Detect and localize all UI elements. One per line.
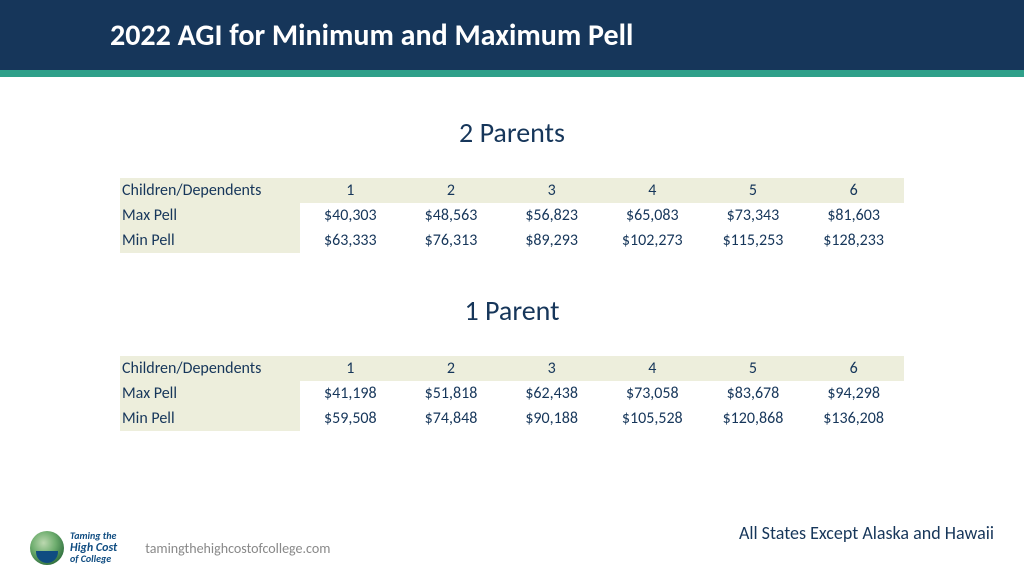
col-6: 6	[803, 356, 904, 381]
col-5: 5	[703, 356, 804, 381]
cell: $73,343	[703, 203, 804, 228]
cell: $51,818	[401, 381, 502, 406]
col-3: 3	[501, 356, 602, 381]
table-header-row: Children/Dependents 1 2 3 4 5 6	[120, 178, 904, 203]
cell: $40,303	[300, 203, 401, 228]
col-2: 2	[401, 356, 502, 381]
content: 2 Parents Children/Dependents 1 2 3 4 5 …	[0, 77, 1024, 431]
header-label: Children/Dependents	[120, 178, 300, 203]
cell: $105,528	[602, 406, 703, 431]
footer: Taming the High Cost of College tamingth…	[0, 526, 1024, 570]
cell: $56,823	[501, 203, 602, 228]
cell: $41,198	[300, 381, 401, 406]
header-bar: 2022 AGI for Minimum and Maximum Pell	[0, 0, 1024, 70]
cell: $62,438	[501, 381, 602, 406]
col-1: 1	[300, 178, 401, 203]
footer-url: tamingthehighcostofcollege.com	[145, 540, 330, 557]
cell: $63,333	[300, 228, 401, 253]
cell: $94,298	[803, 381, 904, 406]
table-row: Min Pell $59,508 $74,848 $90,188 $105,52…	[120, 406, 904, 431]
cell: $136,208	[803, 406, 904, 431]
row-label: Max Pell	[120, 203, 300, 228]
section1-heading: 2 Parents	[120, 115, 904, 150]
col-2: 2	[401, 178, 502, 203]
section2-heading: 1 Parent	[120, 293, 904, 328]
cell: $73,058	[602, 381, 703, 406]
row-label: Max Pell	[120, 381, 300, 406]
logo: Taming the High Cost of College	[30, 531, 117, 565]
accent-bar	[0, 70, 1024, 77]
footer-note: All States Except Alaska and Hawaii	[739, 522, 994, 544]
table-1-parent: Children/Dependents 1 2 3 4 5 6 Max Pell…	[120, 356, 904, 431]
slide-title: 2022 AGI for Minimum and Maximum Pell	[110, 17, 633, 54]
cell: $83,678	[703, 381, 804, 406]
logo-text: Taming the High Cost of College	[70, 531, 117, 565]
logo-line3: of College	[70, 554, 117, 565]
col-4: 4	[602, 178, 703, 203]
col-3: 3	[501, 178, 602, 203]
table-row: Min Pell $63,333 $76,313 $89,293 $102,27…	[120, 228, 904, 253]
table-row: Max Pell $41,198 $51,818 $62,438 $73,058…	[120, 381, 904, 406]
cell: $59,508	[300, 406, 401, 431]
col-1: 1	[300, 356, 401, 381]
row-label: Min Pell	[120, 228, 300, 253]
slide: 2022 AGI for Minimum and Maximum Pell 2 …	[0, 0, 1024, 576]
col-5: 5	[703, 178, 804, 203]
cell: $120,868	[703, 406, 804, 431]
cell: $48,563	[401, 203, 502, 228]
cell: $65,083	[602, 203, 703, 228]
table-row: Max Pell $40,303 $48,563 $56,823 $65,083…	[120, 203, 904, 228]
cell: $76,313	[401, 228, 502, 253]
cell: $74,848	[401, 406, 502, 431]
col-6: 6	[803, 178, 904, 203]
col-4: 4	[602, 356, 703, 381]
logo-globe-icon	[30, 531, 64, 565]
cell: $81,603	[803, 203, 904, 228]
cell: $115,253	[703, 228, 804, 253]
table-header-row: Children/Dependents 1 2 3 4 5 6	[120, 356, 904, 381]
cell: $90,188	[501, 406, 602, 431]
row-label: Min Pell	[120, 406, 300, 431]
header-label: Children/Dependents	[120, 356, 300, 381]
cell: $89,293	[501, 228, 602, 253]
cell: $128,233	[803, 228, 904, 253]
table-2-parents: Children/Dependents 1 2 3 4 5 6 Max Pell…	[120, 178, 904, 253]
cell: $102,273	[602, 228, 703, 253]
